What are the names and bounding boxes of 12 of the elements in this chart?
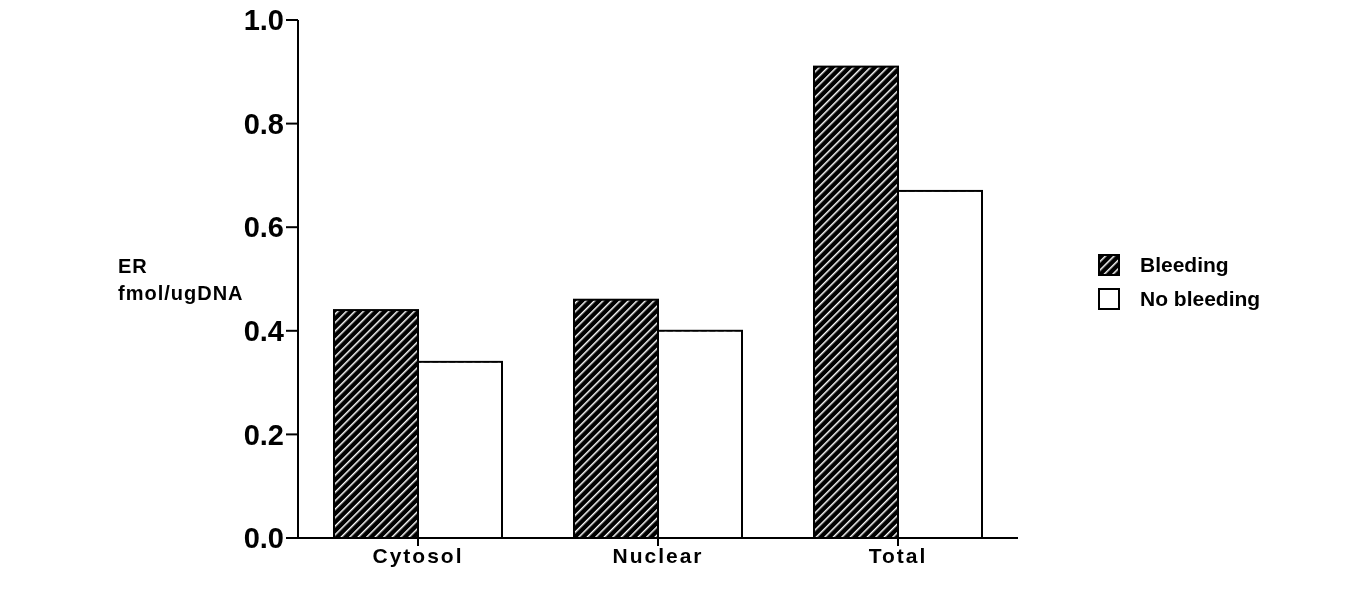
x-tick-label: Nuclear (612, 543, 704, 567)
y-axis-title: ER fmol/ugDNA (118, 254, 244, 306)
y-tick-label: 1.0 (243, 4, 284, 37)
x-tick-label: Cytosol (372, 543, 464, 567)
y-tick-label: 0.0 (243, 522, 284, 555)
y-tick-label: 0.4 (243, 315, 284, 348)
y-tick-label: 0.6 (243, 211, 284, 244)
y-tick-label: 0.8 (243, 107, 284, 140)
x-tick-label: Total (868, 543, 928, 567)
legend-label: No bleeding (1140, 287, 1261, 311)
y-tick-label: 0.2 (243, 418, 284, 451)
legend-label: Bleeding (1140, 253, 1229, 277)
